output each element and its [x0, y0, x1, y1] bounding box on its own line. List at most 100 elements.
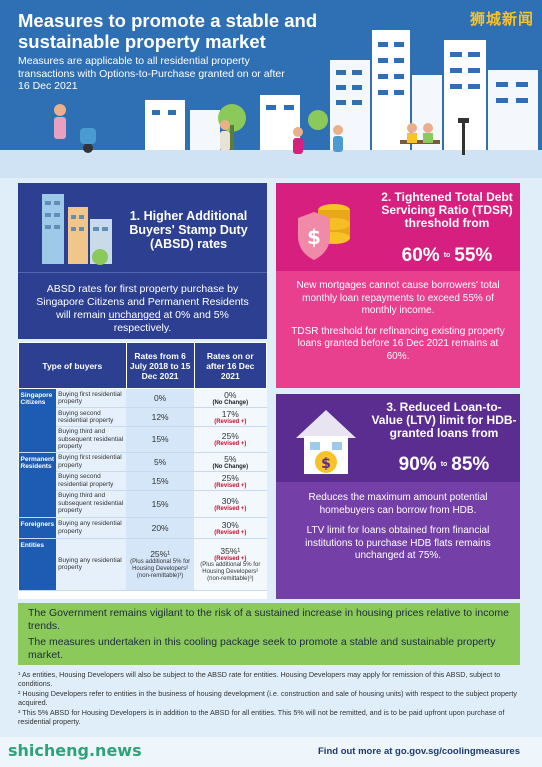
old-rate: 25%¹ [150, 548, 171, 559]
tdsr-to-word: to [443, 252, 451, 260]
table-row: Permanent Residents Buying first residen… [18, 452, 267, 518]
page-subtitle: Measures are applicable to all residenti… [18, 55, 285, 92]
new-rate-cell: 17% (Revised +) [194, 407, 267, 427]
row-desc: Buying third and subsequent residential … [56, 426, 127, 453]
old-rate: 5% [126, 452, 195, 472]
city-illustration [0, 0, 542, 178]
new-rate: 25% [221, 431, 239, 442]
tdsr-to: 55% [454, 245, 493, 266]
row-desc: Buying second residential property [56, 407, 127, 427]
new-rate: 30% [221, 495, 239, 506]
ltv-change: 90% to 85% [371, 454, 517, 476]
new-rate-cell: 35%¹ (Revised +) (Plus additional 5% for H… [194, 538, 267, 591]
rate-note: (No Change) [212, 463, 249, 470]
old-rate: 20% [126, 517, 195, 539]
new-rate-extra: (Plus additional 5% for Housing Develope… [200, 561, 261, 582]
tdsr-para-2: TDSR threshold for refinancing existing … [291, 325, 505, 362]
hero-banner: Measures to promote a stable and sustain… [0, 0, 542, 178]
footer: shicheng.news Find out more at go.gov.sg… [0, 737, 542, 767]
rate-note: (Revised +) [214, 482, 247, 489]
table-row: Buying third and subsequent residential … [19, 426, 267, 453]
footnotes: ¹ As entities, Housing Developers will a… [18, 670, 520, 727]
absd-text-a: ABSD rates for first property purchase b… [36, 283, 249, 321]
page-title: Measures to promote a stable and sustain… [18, 10, 318, 52]
new-rate: 25% [221, 472, 239, 483]
tdsr-description: New mortgages cannot cause borrowers' to… [276, 271, 520, 388]
row-desc: Buying second residential property [56, 471, 127, 491]
old-rate: 15% [126, 426, 195, 453]
footnote-1: ¹ As entities, Housing Developers will a… [18, 670, 501, 688]
new-rate-cell: 30% (Revised +) [194, 517, 267, 539]
coins-shield-icon: $ [298, 204, 350, 260]
group-label: Singapore Citizens [18, 388, 57, 453]
rate-note: (Revised +) [214, 505, 247, 512]
group-label: Foreigners [18, 517, 57, 539]
absd-rates-table: Type of buyers Rates from 6 July 2018 to… [18, 342, 268, 599]
old-rate-note: (Plus additional 5% for Housing Develope… [130, 558, 191, 579]
new-rate-cell: 25% (Revised +) [194, 471, 267, 491]
absd-header: 1. Higher Additional Buyers' Stamp Duty … [18, 183, 267, 272]
brand-logo: 狮城新闻 [469, 11, 534, 28]
ltv-from: 90% [398, 454, 437, 475]
row-desc: Buying first residential property [56, 452, 127, 472]
old-rate: 15% [126, 471, 195, 491]
buildings-icon [42, 194, 112, 265]
rate-note: (No Change) [212, 400, 249, 406]
new-rate-cell: 5% (No Change) [194, 452, 267, 472]
ltv-para-2: LTV limit for loans obtained from financ… [305, 525, 491, 561]
svg-text:$: $ [307, 225, 321, 249]
absd-description: ABSD rates for first property purchase b… [18, 272, 267, 339]
table-row: Entities Buying any residential property… [18, 538, 267, 591]
rate-note: (Revised +) [214, 529, 247, 536]
tdsr-header: $ 2. Tightened Total Debt Servicing Rati… [276, 183, 520, 271]
govt-para-2: The measures undertaken in this cooling … [28, 636, 496, 661]
ltv-to-word: to [440, 461, 448, 469]
ltv-title: 3. Reduced Loan-to-Value (LTV) limit for… [371, 400, 517, 440]
footnote-2: ² Housing Developers refer to entities i… [18, 689, 518, 707]
rate-note: (Revised +) [214, 419, 247, 425]
tdsr-para-1: New mortgages cannot cause borrowers' to… [296, 280, 500, 316]
new-rate: 30% [221, 519, 239, 530]
table-row: Singapore Citizens Buying first resident… [18, 388, 267, 453]
table-row: Buying second residential property 12% 1… [19, 407, 267, 427]
old-rate: 12% [126, 407, 195, 427]
ltv-description: Reduces the maximum amount potential hom… [276, 482, 520, 599]
header-new-rates: Rates on or after 16 Dec 2021 [193, 342, 268, 389]
old-rate: 15% [126, 490, 195, 518]
new-rate-cell: 25% (Revised +) [194, 426, 267, 453]
tdsr-from: 60% [401, 245, 440, 266]
new-rate: 17% [221, 409, 239, 419]
rate-note: (Revised +) [214, 555, 247, 562]
group-label: Entities [18, 538, 57, 591]
ltv-header: $ 3. Reduced Loan-to-Value (LTV) limit f… [276, 394, 520, 482]
table-row: Foreigners Buying any residential proper… [18, 517, 267, 539]
ltv-to: 85% [451, 454, 490, 475]
footnote-3: ³ This 5% ABSD for Housing Developers is… [18, 708, 505, 726]
new-rate: 35%¹ [220, 545, 241, 556]
absd-text-b: at 0% and 5% respectively. [113, 309, 229, 334]
row-desc: Buying first residential property [56, 388, 127, 408]
group-label: Permanent Residents [18, 452, 57, 518]
old-rate-cell: 25%¹ (Plus additional 5% for Housing Deve… [126, 538, 195, 591]
tdsr-change: 60% to 55% [376, 245, 518, 267]
header-old-rates: Rates from 6 July 2018 to 15 Dec 2021 [125, 342, 195, 389]
old-rate: 0% [126, 388, 195, 408]
find-out-more-link[interactable]: Find out more at go.gov.sg/coolingmeasur… [318, 746, 520, 757]
new-rate: 0% [224, 390, 237, 400]
row-desc: Buying any residential property [56, 517, 127, 539]
house-icon: $ [296, 410, 356, 474]
tdsr-title: 2. Tightened Total Debt Servicing Ratio … [381, 190, 513, 230]
absd-text-unchanged: unchanged [108, 309, 161, 321]
government-note: The Government remains vigilant to the r… [18, 603, 520, 665]
header-type-of-buyers: Type of buyers [18, 342, 127, 389]
rate-note: (Revised +) [214, 441, 247, 448]
new-rate-cell: 30% (Revised +) [194, 490, 267, 518]
ltv-para-1: Reduces the maximum amount potential hom… [308, 492, 488, 516]
govt-para-1: The Government remains vigilant to the r… [28, 607, 509, 632]
table-row: Buying second residential property 15% 2… [19, 471, 267, 491]
row-desc: Buying third and subsequent residential … [56, 490, 127, 518]
watermark: shicheng.news [8, 741, 142, 760]
new-rate-cell: 0% (No Change) [194, 388, 267, 408]
svg-text:$: $ [321, 456, 331, 472]
row-desc: Buying any residential property [56, 538, 127, 591]
